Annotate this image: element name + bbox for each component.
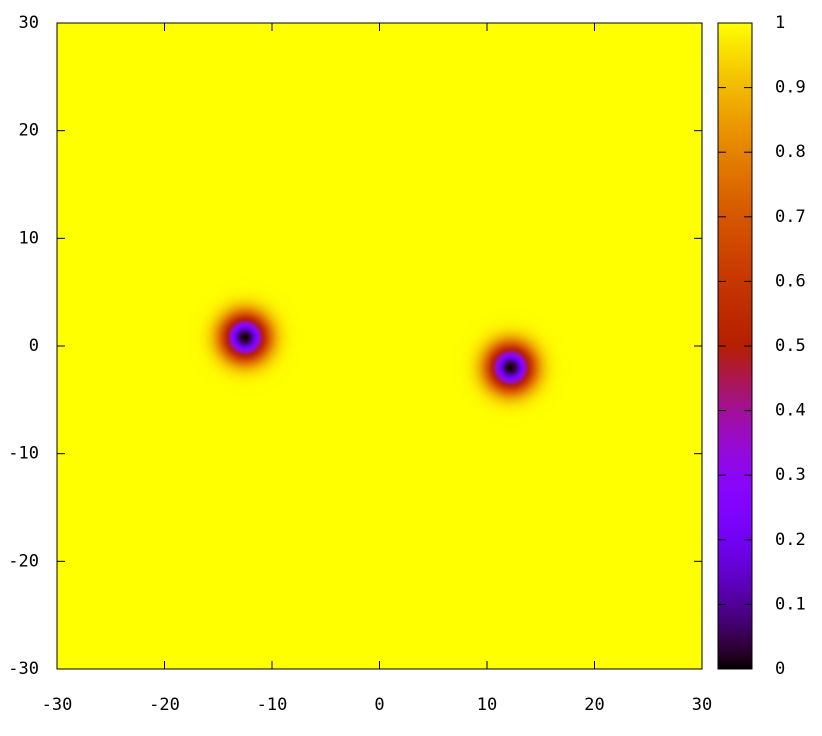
x-tick-label: -10: [257, 695, 288, 715]
x-tick-label: -30: [42, 695, 73, 715]
x-tick-label: 0: [374, 695, 384, 715]
colorbar-tick-label: 0.6: [775, 271, 806, 291]
colorbar-tick-label: 0: [775, 659, 785, 679]
x-tick-label: -20: [149, 695, 180, 715]
y-tick-label: 20: [19, 121, 39, 141]
y-tick-label: -10: [8, 444, 39, 464]
colorbar-tick-label: 0.9: [775, 78, 806, 98]
colorbar-tick-label: 1: [775, 13, 785, 33]
colorbar-tick-label: 0.3: [775, 465, 806, 485]
colorbar-tick-label: 0.4: [775, 401, 806, 421]
well: [180, 272, 310, 402]
well: [446, 303, 576, 433]
colorbar-tick-label: 0.5: [775, 336, 806, 356]
y-tick-label: 30: [19, 13, 39, 33]
colorbar-tick-label: 0.1: [775, 594, 806, 614]
x-tick-label: 30: [692, 695, 712, 715]
y-tick-label: -20: [8, 551, 39, 571]
y-tick-label: 0: [29, 336, 39, 356]
y-tick-label: -30: [8, 659, 39, 679]
colorbar-tick-label: 0.7: [775, 207, 806, 227]
y-tick-label: 10: [19, 228, 39, 248]
x-tick-label: 10: [477, 695, 497, 715]
colorbar-tick-label: 0.2: [775, 530, 806, 550]
heatmap-background: [57, 23, 702, 669]
x-tick-label: 20: [584, 695, 604, 715]
colorbar-tick-label: 0.8: [775, 142, 806, 162]
